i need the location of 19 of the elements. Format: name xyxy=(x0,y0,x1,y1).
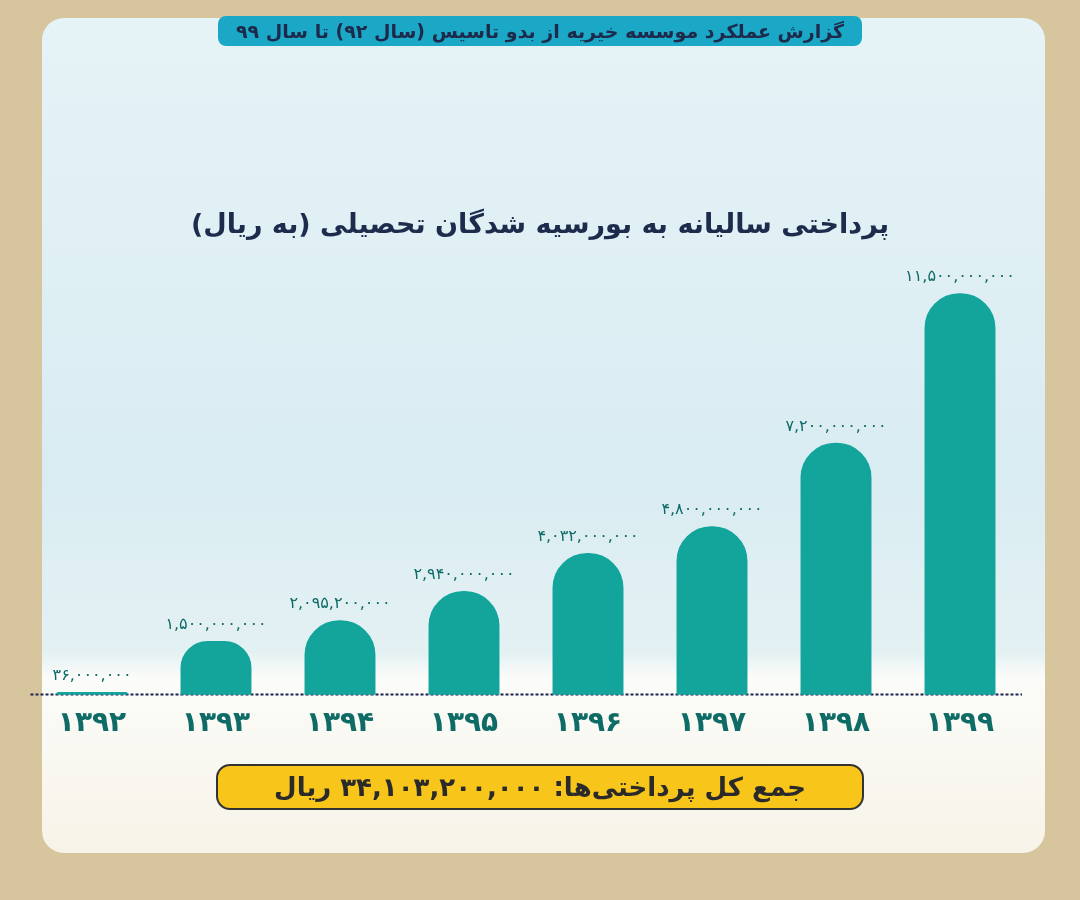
data-label: ۲,۹۴۰,۰۰۰,۰۰۰ xyxy=(413,563,515,583)
data-label: ۱۱,۵۰۰,۰۰۰,۰۰۰ xyxy=(905,266,1015,285)
data-label: ۲,۰۹۵,۲۰۰,۰۰۰ xyxy=(289,593,391,613)
data-label: ۷,۲۰۰,۰۰۰,۰۰۰ xyxy=(785,415,887,435)
data-label: ۱,۵۰۰,۰۰۰,۰۰۰ xyxy=(165,613,267,633)
x-tick-label: ۱۳۹۳ xyxy=(181,704,251,738)
chart-title: پرداختی سالیانه به بورسیه شدگان تحصیلی (به ریال) xyxy=(189,208,891,239)
x-tick-label: ۱۳۹۹ xyxy=(925,704,995,738)
x-tick-label: ۱۳۹۴ xyxy=(305,704,375,738)
data-label: ۳۶,۰۰۰,۰۰۰ xyxy=(52,664,132,684)
x-tick-label: ۱۳۹۵ xyxy=(429,704,499,738)
x-tick-label: ۱۳۹۸ xyxy=(801,704,871,738)
data-label: ۴,۰۳۲,۰۰۰,۰۰۰ xyxy=(537,525,639,545)
data-label: ۴,۸۰۰,۰۰۰,۰۰۰ xyxy=(661,499,763,519)
x-tick-label: ۱۳۹۶ xyxy=(553,704,623,738)
x-tick-label: ۱۳۹۷ xyxy=(677,704,747,738)
x-tick-label: ۱۳۹۲ xyxy=(57,704,127,738)
text: جمع کل پرداختی‌ها: ۳۴,۱۰۳,۲۰۰,۰۰۰ ریال xyxy=(216,764,864,810)
chart-subtitle: گزارش عملکرد موسسه خیریه از بدو تاسیس (سال ۹۲) تا سال ۹۹ xyxy=(217,16,863,46)
